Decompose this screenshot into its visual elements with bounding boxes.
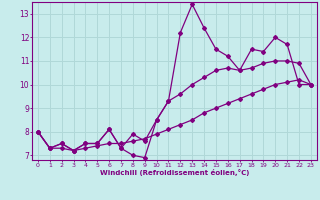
X-axis label: Windchill (Refroidissement éolien,°C): Windchill (Refroidissement éolien,°C) [100, 169, 249, 176]
